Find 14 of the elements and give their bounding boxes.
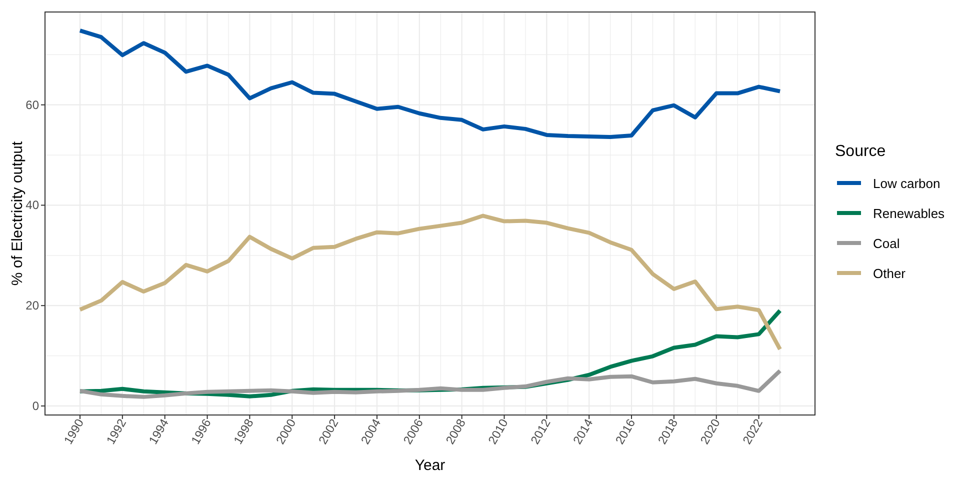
legend-label: Other [873,266,906,281]
legend-title: Source [835,143,886,160]
legend-label: Low carbon [873,176,940,191]
y-tick-label: 0 [32,398,40,413]
line-series [78,214,782,352]
line-series [78,28,782,139]
line-series [78,368,782,399]
legend-label: Coal [873,236,900,251]
legend-label: Renewables [873,206,946,221]
y-tick-label: 40 [26,198,40,212]
x-axis-title: Year [414,457,446,474]
y-axis-title: % of Electricity output [9,140,26,286]
y-tick-label: 60 [26,98,40,112]
y-tick-label: 20 [26,298,40,313]
